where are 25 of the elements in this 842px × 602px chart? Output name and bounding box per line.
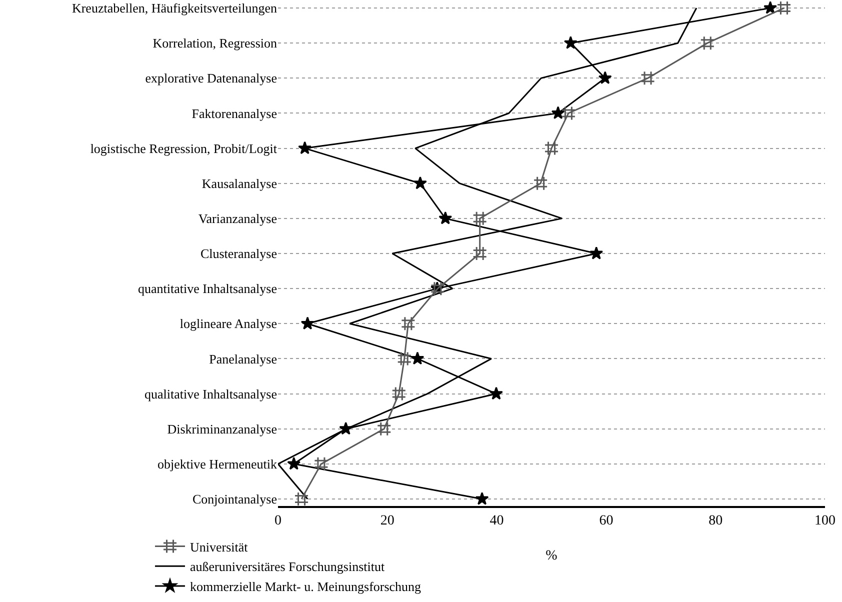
- legend-label: kommerzielle Markt- u. Meinungsforschung: [190, 579, 422, 594]
- y-tick-label: Faktorenanalyse: [192, 106, 278, 121]
- y-tick-label: Panelanalyse: [209, 351, 278, 366]
- x-tick-label: 80: [708, 514, 723, 529]
- y-tick-label: Kreuztabellen, Häufigkeitsverteilungen: [72, 0, 278, 16]
- y-tick-label: logistische Regression, Probit/Logit: [90, 140, 278, 156]
- y-tick-label: Conjointanalyse: [192, 492, 278, 507]
- y-tick-label: explorative Datenanalyse: [145, 70, 278, 86]
- x-tick-label: 100: [814, 514, 836, 529]
- y-tick-label: loglineare Analyse: [180, 316, 278, 332]
- y-tick-label: Kausalanalyse: [202, 176, 278, 191]
- x-tick-label: 20: [380, 514, 394, 529]
- y-tick-label: Korrelation, Regression: [152, 36, 278, 51]
- y-tick-label: objektive Hermeneutik: [158, 456, 278, 472]
- x-tick-label: 60: [599, 514, 614, 529]
- y-tick-label: quantitative Inhaltsanalyse: [138, 281, 278, 296]
- legend-label: außeruniversitäres Forschungsinstitut: [190, 559, 385, 574]
- x-tick-label: 40: [490, 514, 504, 529]
- y-tick-label: Varianzanalyse: [198, 210, 278, 226]
- y-tick-label: qualitative Inhaltsanalyse: [144, 386, 278, 402]
- x-axis-title: %: [546, 548, 558, 564]
- legend-label: Universität: [190, 539, 248, 554]
- x-tick-label: 0: [274, 514, 282, 529]
- y-tick-label: Diskriminanzanalyse: [167, 421, 278, 436]
- y-tick-label: Clusteranalyse: [200, 246, 278, 262]
